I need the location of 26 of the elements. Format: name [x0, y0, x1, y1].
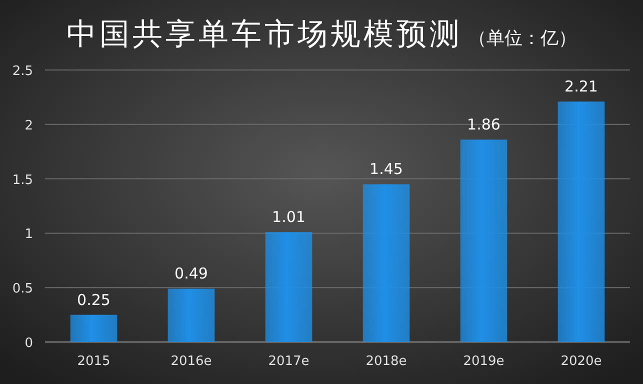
data-label: 1.86	[467, 116, 500, 134]
x-tick-label: 2016e	[170, 354, 212, 369]
x-tick-label: 2017e	[268, 354, 310, 369]
data-label: 0.25	[77, 290, 110, 309]
y-tick-label: 2	[24, 118, 33, 134]
bar	[265, 232, 312, 342]
bar	[558, 102, 605, 342]
y-tick-label: 1	[24, 227, 33, 242]
chart-title: 中国共享单车市场规模预测	[66, 17, 462, 52]
bar	[362, 184, 410, 342]
bar	[70, 314, 118, 342]
y-tick-label: 0.5	[12, 282, 33, 297]
x-tick-label: 2020e	[560, 354, 602, 369]
x-tick-label: 2018e	[366, 354, 407, 369]
y-tick-label: 0	[24, 336, 33, 351]
data-label: 1.45	[370, 160, 403, 178]
data-label: 0.49	[174, 264, 208, 283]
data-label: 1.01	[272, 208, 306, 226]
y-tick-label: 1.5	[12, 172, 33, 188]
data-label: 2.21	[564, 78, 598, 96]
bar	[168, 288, 215, 342]
chart-subtitle: （单位：亿）	[468, 28, 576, 49]
x-tick-label: 2015	[77, 354, 110, 369]
x-tick-label: 2019e	[463, 354, 504, 369]
bar	[460, 140, 508, 342]
y-tick-label: 2.5	[12, 64, 33, 79]
